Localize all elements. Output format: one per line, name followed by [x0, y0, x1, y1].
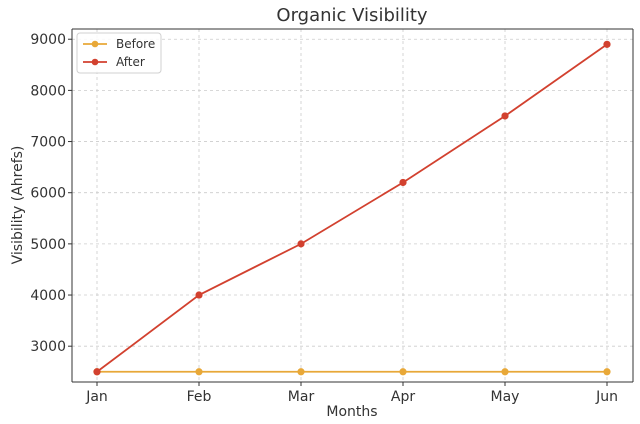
y-tick-label: 8000: [30, 83, 66, 99]
y-tick-label: 6000: [30, 186, 66, 202]
legend-label-after: After: [116, 55, 145, 69]
legend: Before After: [76, 32, 162, 74]
data-point-before: [195, 368, 203, 376]
y-tick-label: 5000: [30, 237, 66, 253]
x-tick-label: Mar: [288, 389, 315, 405]
x-tick-label: Jun: [595, 389, 618, 405]
data-point-after: [93, 368, 101, 376]
data-point-after: [195, 291, 203, 299]
y-axis-label: Visibility (Ahrefs): [10, 146, 26, 265]
legend-item-before: Before: [83, 37, 155, 51]
x-tick-label: Apr: [391, 389, 415, 405]
y-tick-label: 7000: [30, 135, 66, 151]
data-point-after: [603, 40, 611, 48]
data-point-before: [603, 368, 611, 376]
legend-label-before: Before: [116, 37, 155, 51]
series-before: [93, 368, 611, 376]
x-tick-label: Jan: [85, 389, 108, 405]
x-tick-label: Feb: [187, 389, 212, 405]
y-tick-label: 9000: [30, 32, 66, 48]
y-tick-label: 4000: [30, 288, 66, 304]
data-point-before: [399, 368, 407, 376]
legend-marker-before: [91, 40, 99, 48]
y-tick-label: 3000: [30, 339, 66, 355]
legend-marker-after: [91, 58, 99, 66]
data-point-before: [501, 368, 509, 376]
axes: Jan Feb Mar Apr May Jun 3000 4000 5000 6000 7000 80…: [30, 28, 634, 405]
x-axis-label: Months: [326, 404, 377, 420]
legend-item-after: After: [83, 55, 145, 69]
grid: [72, 29, 633, 382]
data-point-before: [297, 368, 305, 376]
series-group: [93, 40, 611, 376]
chart-title: Organic Visibility: [276, 5, 428, 26]
data-point-after: [399, 178, 407, 187]
series-line-after: [96, 43, 608, 373]
x-tick-label: May: [491, 389, 520, 405]
data-point-after: [297, 240, 305, 248]
series-after: [93, 40, 611, 376]
data-point-after: [501, 112, 509, 120]
